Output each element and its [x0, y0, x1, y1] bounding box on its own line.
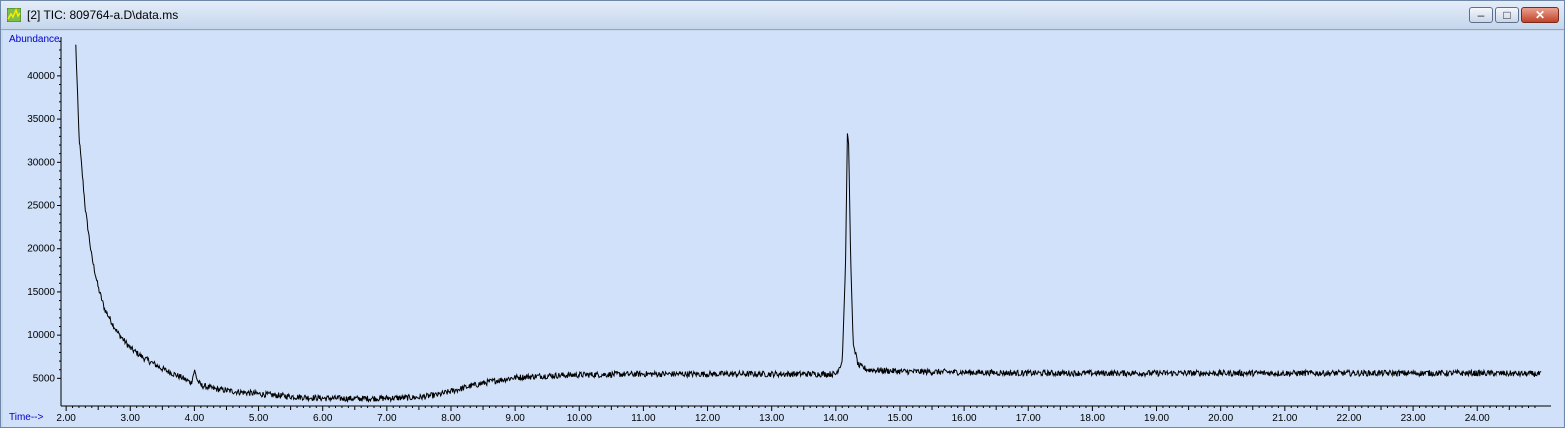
y-tick-label: 30000 [27, 157, 55, 168]
x-tick-label: 3.00 [121, 413, 141, 424]
y-tick-label: 5000 [33, 373, 56, 384]
tic-trace [75, 44, 1542, 403]
axes [60, 37, 1551, 407]
x-tick-label: 24.00 [1465, 413, 1490, 424]
x-tick-label: 2.00 [56, 413, 76, 424]
window-title: [2] TIC: 809764-a.D\data.ms [27, 8, 179, 22]
x-tick-label: 12.00 [695, 413, 720, 424]
plot-area[interactable]: Abundance Time--> 5000 10000 15000 20000 250… [3, 31, 1563, 427]
axis-ticks: 5000 10000 15000 20000 25000 30000 35000 40000 2… [27, 40, 1536, 424]
maximize-button[interactable]: □ [1495, 7, 1519, 23]
x-tick-label: 10.00 [567, 413, 592, 424]
y-axis-title: Abundance [9, 34, 60, 45]
y-tick-label: 20000 [27, 244, 55, 255]
y-tick-label: 10000 [27, 330, 55, 341]
x-tick-label: 6.00 [313, 413, 333, 424]
title-bar[interactable]: [2] TIC: 809764-a.D\data.ms – □ ✕ [1, 1, 1564, 30]
x-tick-label: 18.00 [1080, 413, 1105, 424]
x-tick-label: 5.00 [249, 413, 269, 424]
y-tick-label: 40000 [27, 71, 55, 82]
x-tick-label: 4.00 [185, 413, 205, 424]
y-tick-label: 25000 [27, 201, 55, 212]
chromatogram-icon [7, 8, 21, 22]
x-tick-label: 9.00 [505, 413, 525, 424]
maximize-icon: □ [1503, 8, 1511, 22]
x-tick-label: 13.00 [759, 413, 784, 424]
x-tick-label: 19.00 [1144, 413, 1169, 424]
x-tick-label: 8.00 [441, 413, 461, 424]
x-axis-title: Time--> [9, 412, 44, 423]
close-icon: ✕ [1534, 8, 1546, 22]
y-tick-label: 15000 [27, 287, 55, 298]
x-tick-label: 11.00 [631, 413, 656, 424]
x-tick-label: 14.00 [823, 413, 848, 424]
minimize-button[interactable]: – [1469, 7, 1493, 23]
x-tick-label: 16.00 [952, 413, 977, 424]
minimize-icon: – [1477, 8, 1485, 22]
chromatogram-chart[interactable]: Abundance Time--> 5000 10000 15000 20000 250… [3, 31, 1563, 427]
y-tick-label: 35000 [27, 114, 55, 125]
x-tick-label: 17.00 [1016, 413, 1041, 424]
x-tick-label: 7.00 [377, 413, 397, 424]
x-tick-label: 20.00 [1208, 413, 1233, 424]
close-button[interactable]: ✕ [1521, 7, 1559, 23]
x-tick-label: 15.00 [887, 413, 912, 424]
x-tick-label: 23.00 [1401, 413, 1426, 424]
x-tick-label: 21.00 [1272, 413, 1297, 424]
x-tick-label: 22.00 [1336, 413, 1361, 424]
